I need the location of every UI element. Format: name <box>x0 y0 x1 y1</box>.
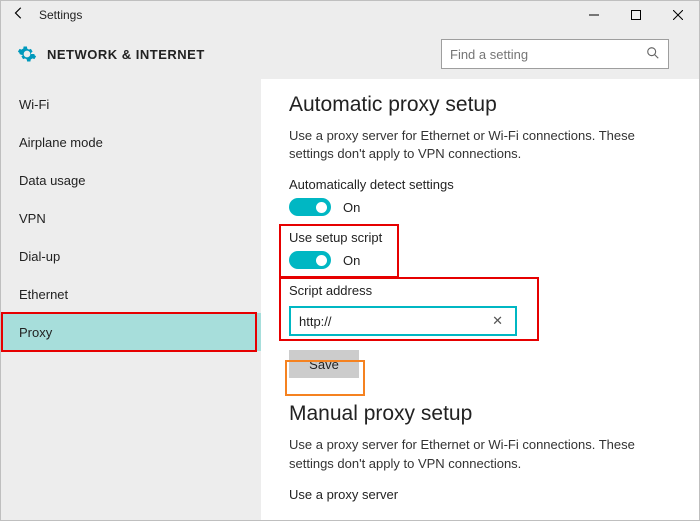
script-address-input[interactable] <box>299 314 488 329</box>
script-address-field[interactable]: ✕ <box>289 306 517 336</box>
search-input[interactable] <box>450 47 646 62</box>
sidebar-item-label: Wi-Fi <box>19 97 49 112</box>
clear-icon[interactable]: ✕ <box>488 313 507 329</box>
content: Automatic proxy setup Use a proxy server… <box>261 79 699 520</box>
manual-use-label: Use a proxy server <box>289 487 675 502</box>
detect-toggle-row: On <box>289 198 675 216</box>
close-button[interactable] <box>657 2 699 28</box>
sidebar-item-dialup[interactable]: Dial-up <box>1 237 261 275</box>
settings-window: Settings NETWORK & INTERNET Wi-Fi Airpla… <box>0 0 700 521</box>
script-label: Use setup script <box>289 230 409 245</box>
sidebar-item-label: Dial-up <box>19 249 60 264</box>
sidebar-item-label: Ethernet <box>19 287 68 302</box>
maximize-button[interactable] <box>615 2 657 28</box>
window-title: Settings <box>39 8 82 22</box>
gear-icon <box>17 44 37 64</box>
script-toggle[interactable] <box>289 251 331 269</box>
address-label: Script address <box>289 283 539 298</box>
page-title: NETWORK & INTERNET <box>47 47 205 62</box>
minimize-button[interactable] <box>573 2 615 28</box>
sidebar-item-label: Data usage <box>19 173 86 188</box>
manual-description: Use a proxy server for Ethernet or Wi-Fi… <box>289 436 669 472</box>
sidebar-item-ethernet[interactable]: Ethernet <box>1 275 261 313</box>
sidebar-item-proxy[interactable]: Proxy <box>1 313 261 351</box>
save-label: Save <box>309 357 339 372</box>
header: NETWORK & INTERNET <box>1 29 699 79</box>
body: Wi-Fi Airplane mode Data usage VPN Dial-… <box>1 79 699 520</box>
sidebar-item-label: VPN <box>19 211 46 226</box>
save-button[interactable]: Save <box>289 350 359 378</box>
sidebar-item-label: Proxy <box>19 325 52 340</box>
sidebar-item-data-usage[interactable]: Data usage <box>1 161 261 199</box>
script-toggle-row: On <box>289 251 409 269</box>
sidebar-item-wifi[interactable]: Wi-Fi <box>1 85 261 123</box>
sidebar: Wi-Fi Airplane mode Data usage VPN Dial-… <box>1 79 261 520</box>
manual-heading: Manual proxy setup <box>289 402 675 426</box>
sidebar-item-label: Airplane mode <box>19 135 103 150</box>
titlebar: Settings <box>1 1 699 29</box>
sidebar-item-airplane[interactable]: Airplane mode <box>1 123 261 161</box>
auto-heading: Automatic proxy setup <box>289 93 675 117</box>
detect-toggle[interactable] <box>289 198 331 216</box>
auto-description: Use a proxy server for Ethernet or Wi-Fi… <box>289 127 669 163</box>
detect-label: Automatically detect settings <box>289 177 675 192</box>
search-icon <box>646 46 660 63</box>
sidebar-item-vpn[interactable]: VPN <box>1 199 261 237</box>
back-button[interactable] <box>9 6 29 24</box>
detect-state: On <box>343 200 360 215</box>
script-state: On <box>343 253 360 268</box>
search-box[interactable] <box>441 39 669 69</box>
